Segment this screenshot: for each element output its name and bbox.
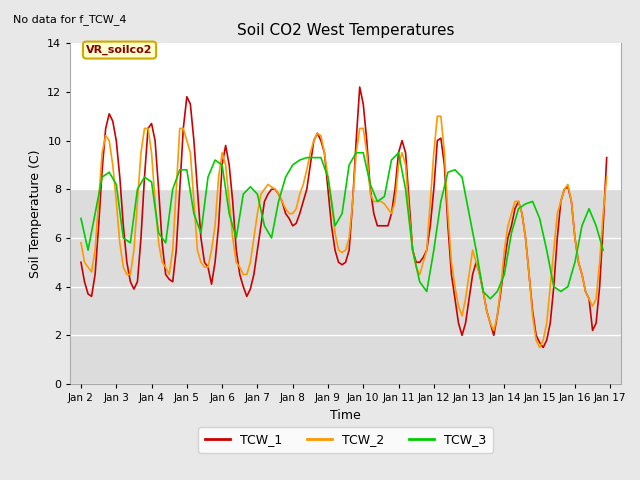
X-axis label: Time: Time xyxy=(330,408,361,421)
Text: No data for f_TCW_4: No data for f_TCW_4 xyxy=(13,14,126,25)
Bar xyxy=(70,189,621,384)
Y-axis label: Soil Temperature (C): Soil Temperature (C) xyxy=(29,149,42,278)
Bar xyxy=(70,43,621,189)
Text: VR_soilco2: VR_soilco2 xyxy=(86,45,153,55)
Legend: TCW_1, TCW_2, TCW_3: TCW_1, TCW_2, TCW_3 xyxy=(198,427,493,453)
Title: Soil CO2 West Temperatures: Soil CO2 West Temperatures xyxy=(237,23,454,38)
